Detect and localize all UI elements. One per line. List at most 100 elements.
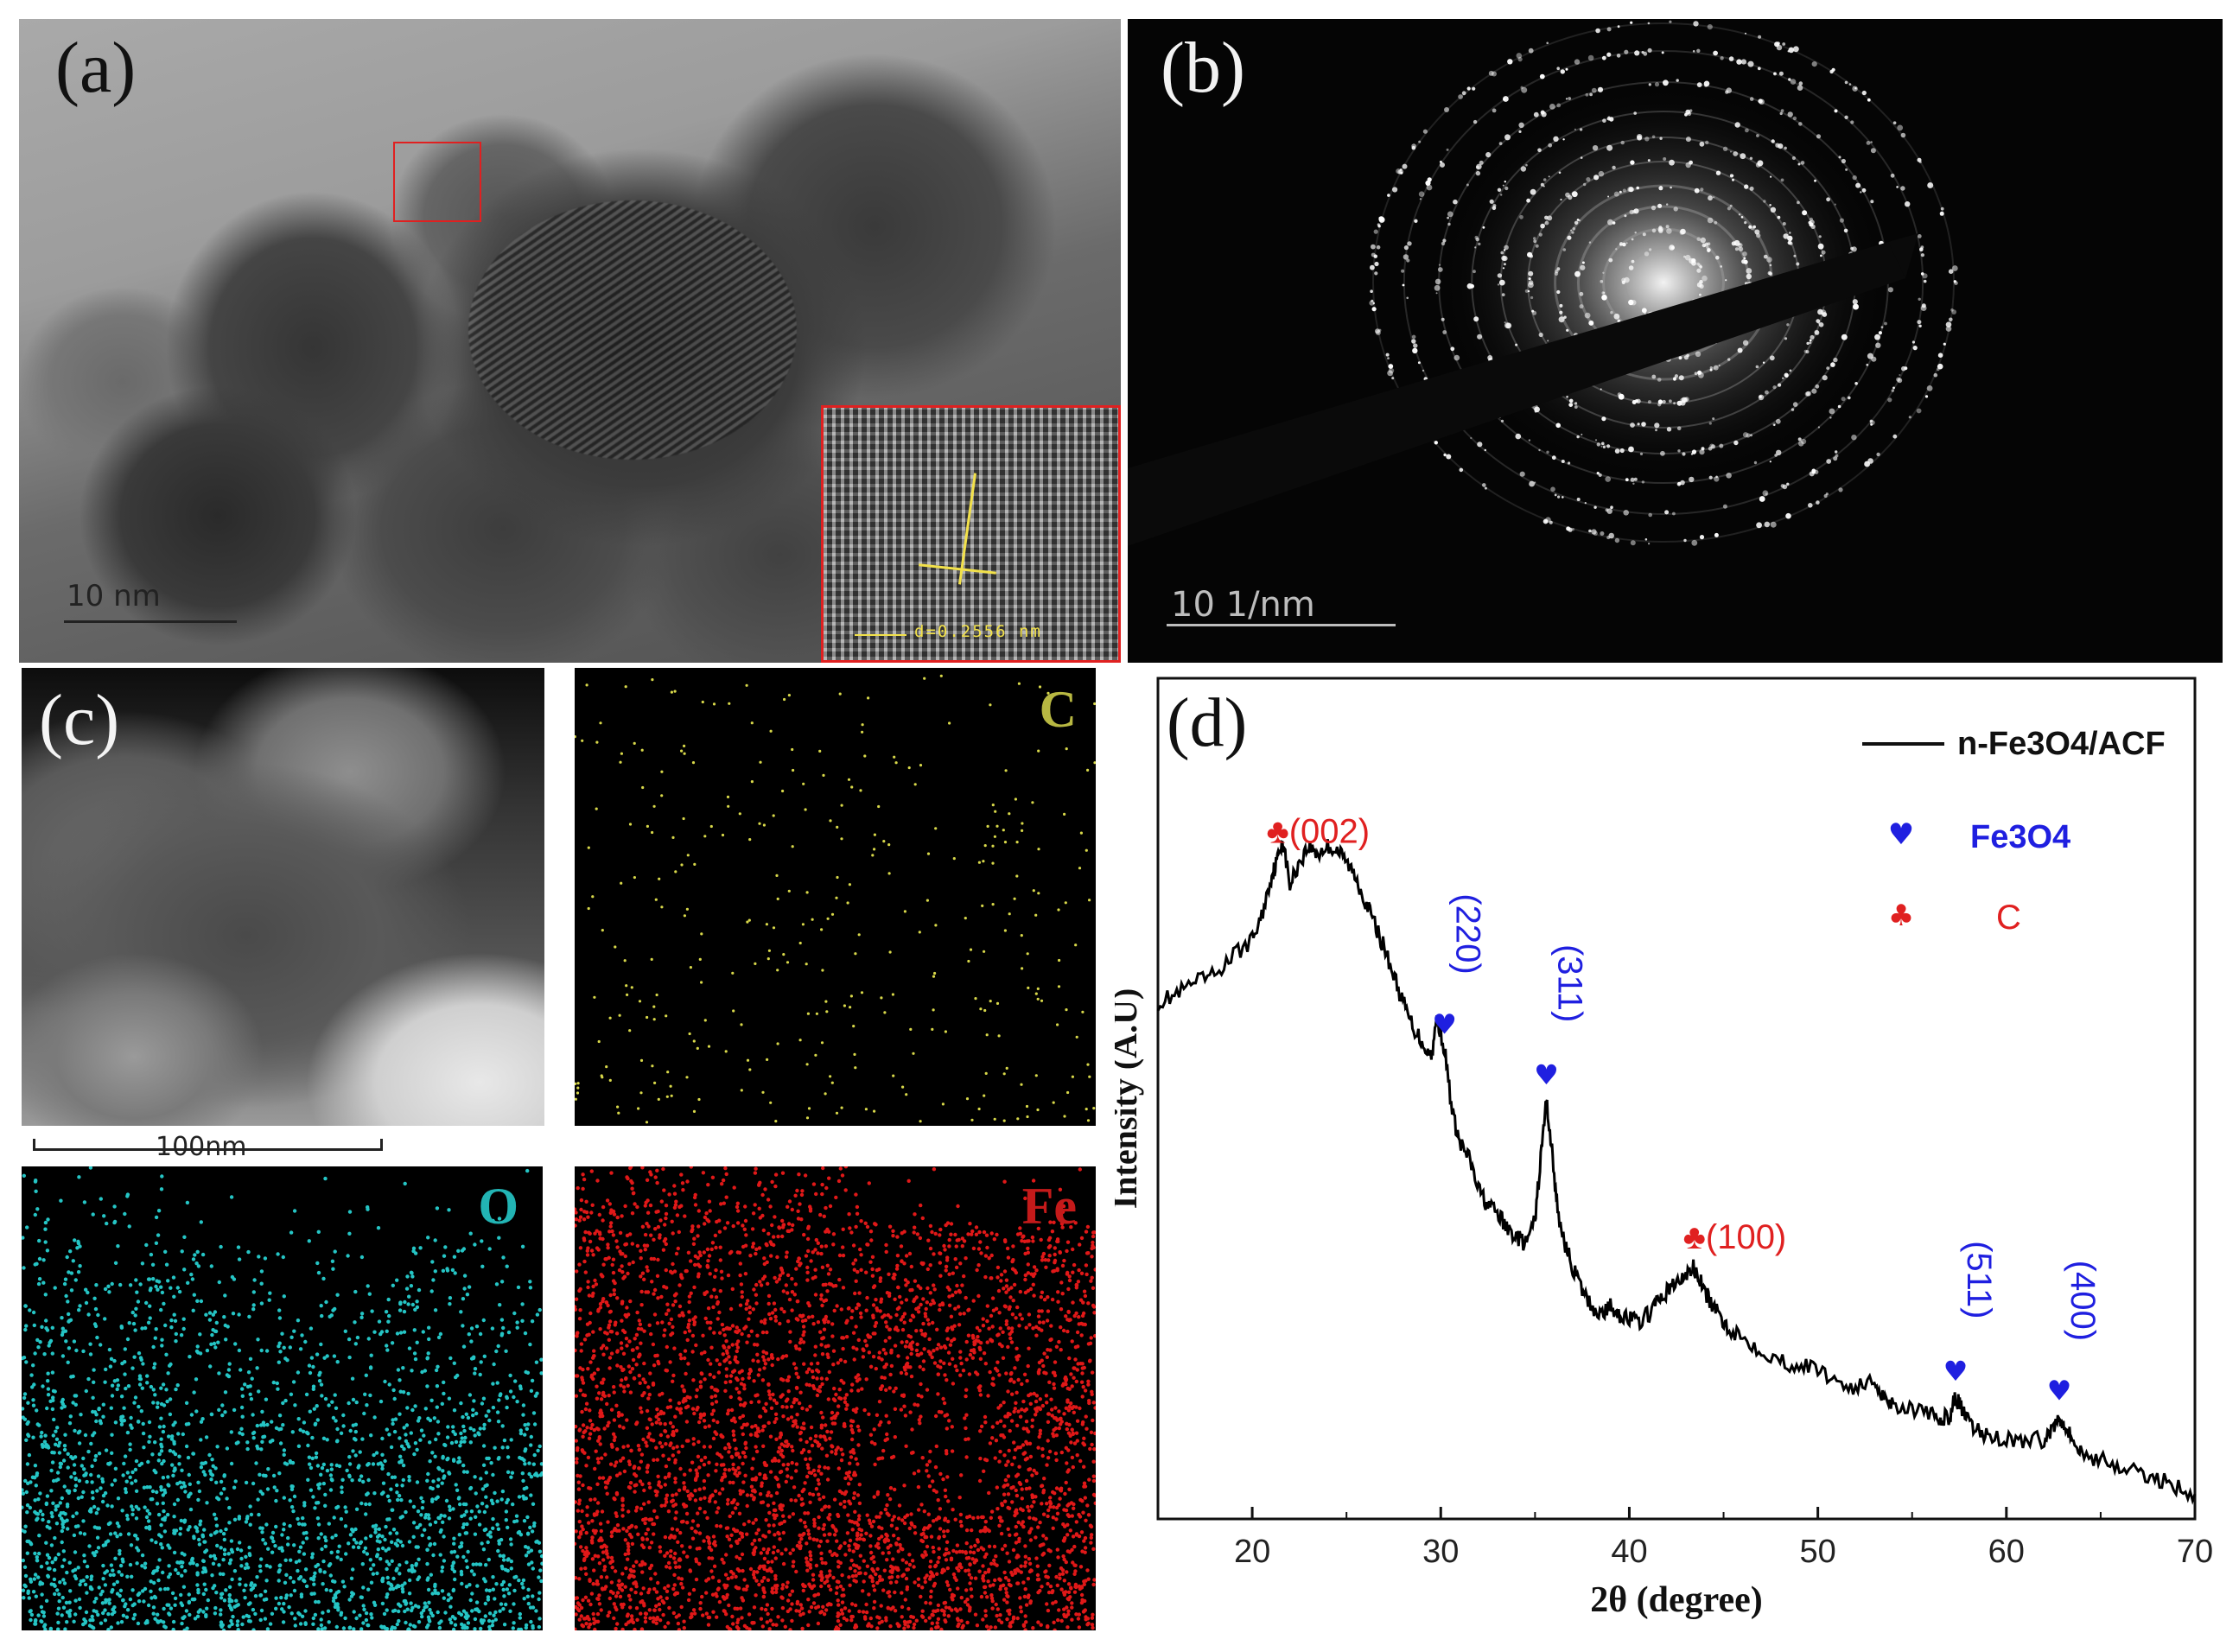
eds-dot [260,1526,264,1530]
eds-dot [532,1521,537,1526]
eds-dot [161,1429,166,1434]
eds-dot [448,1508,452,1512]
eds-dot [798,941,802,945]
eds-dot [159,1386,163,1390]
eds-dot [368,1365,373,1369]
diffraction-spot [1500,419,1504,423]
eds-dot [919,1614,925,1618]
diffraction-spot [1923,279,1927,283]
eds-dot [353,1320,357,1325]
diffraction-spot [1738,246,1744,252]
eds-dot [859,789,862,792]
eds-dot [219,1596,224,1600]
eds-dot [668,1443,672,1447]
eds-dot [1020,1083,1023,1086]
diffraction-spot [1612,165,1616,170]
eds-dot [248,1392,252,1396]
eds-dot [646,1015,649,1020]
eds-dot [817,1469,821,1473]
eds-dot [539,1554,543,1559]
eds-dot [817,1497,822,1502]
eds-dot [1007,1448,1011,1453]
diffraction-spot [1571,231,1574,234]
diffraction-spot [1712,417,1715,421]
diffraction-spot [1814,179,1816,182]
eds-dot [509,1542,513,1547]
diffraction-spot [1600,388,1602,391]
eds-dot [442,1254,447,1258]
eds-dot [197,1489,202,1494]
eds-dot [385,1595,389,1599]
eds-dot [80,1464,85,1468]
diffraction-spot [1829,416,1832,419]
diffraction-spot [1534,481,1536,484]
eds-dot [125,1194,130,1198]
eds-dot [904,1254,909,1258]
eds-dot [575,1457,579,1461]
eds-dot [462,1287,467,1291]
diffraction-spot [1583,182,1587,187]
eds-dot [775,874,779,877]
eds-dot [747,1333,751,1338]
eds-dot [81,1490,86,1495]
eds-dot [228,1558,233,1562]
eds-dot [867,696,870,700]
eds-dot [440,1565,445,1570]
diffraction-spot [1574,402,1578,405]
eds-dot [625,1418,629,1422]
eds-dot [159,1187,164,1191]
diffraction-spot [1641,51,1644,54]
eds-dot [400,1583,404,1588]
eds-dot [89,1577,93,1582]
diffraction-ring [1403,50,1924,515]
eds-dot [356,1545,361,1550]
eds-dot [208,1469,213,1473]
diffraction-spot [1648,512,1652,518]
eds-dot [441,1456,445,1460]
eds-dot [399,1497,404,1503]
eds-dot [487,1247,492,1251]
eds-dot [37,1277,42,1281]
eds-dot [187,1592,191,1597]
eds-dot [1045,1502,1049,1506]
eds-dot [686,1325,690,1330]
eds-dot [47,1520,51,1524]
eds-dot [627,1364,631,1369]
eds-dot [1078,867,1082,870]
eds-dot [251,1481,256,1486]
diffraction-spot [1809,339,1812,342]
eds-dot [282,1496,286,1500]
eds-dot [180,1485,184,1490]
diffraction-spot [1500,194,1503,196]
eds-dot [739,1282,744,1287]
eds-dot [167,1575,171,1579]
eds-dot [443,1611,448,1615]
diffraction-spot [1749,186,1754,191]
eds-dot [689,1166,693,1169]
diffraction-spot [1788,47,1795,54]
eds-dot [591,1611,595,1617]
diffraction-spot [1665,225,1670,229]
eds-dot [868,1364,874,1369]
eds-dot [837,1253,843,1258]
eds-dot [67,1346,72,1350]
eds-dot [830,1416,834,1420]
eds-dot [25,1510,29,1515]
eds-dot [956,1204,960,1209]
eds-dot [723,1446,728,1451]
eds-dot [666,1509,671,1514]
eds-dot [1003,929,1007,932]
diffraction-spot [1450,346,1455,352]
diffraction-spot [1792,402,1798,407]
eds-dot [95,1489,99,1493]
eds-dot [195,1529,200,1534]
eds-dot [654,1414,658,1419]
eds-dot [453,1432,457,1437]
eds-dot [225,1446,230,1451]
eds-dot [1085,1108,1088,1111]
eds-dot [369,1433,373,1438]
eds-dot [339,1516,344,1522]
eds-dot [860,991,864,994]
eds-dot [422,1433,426,1438]
eds-dot [289,1487,295,1491]
